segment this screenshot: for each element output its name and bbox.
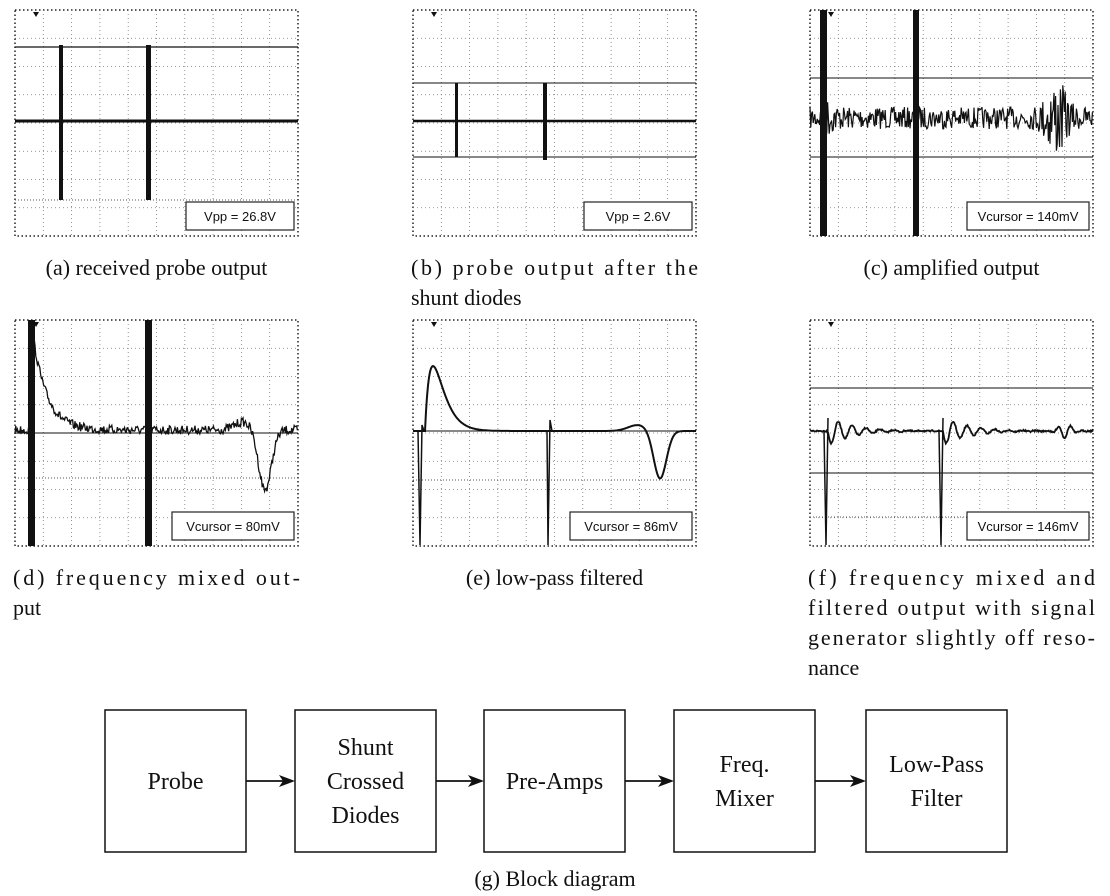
block-label: Probe — [148, 769, 204, 795]
caption: (f) frequency mixed and — [808, 565, 1095, 590]
block-label: Pre-Amps — [506, 769, 603, 795]
block-label: Freq. — [720, 752, 770, 778]
spike — [59, 45, 63, 200]
readout: Vpp = 2.6V — [606, 209, 671, 224]
caption: put — [13, 595, 41, 620]
block-label: Shunt — [337, 735, 393, 761]
caption: (e) low-pass filtered — [466, 565, 643, 590]
caption: (d) frequency mixed out- — [13, 565, 300, 590]
oscilloscope-screen: Vcursor = 140mV — [810, 10, 1093, 236]
caption: generator slightly off reso- — [808, 625, 1095, 650]
caption: filtered output with signal — [808, 595, 1095, 620]
caption: (b) probe output after the — [411, 255, 698, 280]
readout: Vcursor = 140mV — [978, 209, 1079, 224]
block-label: Mixer — [715, 786, 774, 812]
spike — [146, 45, 151, 200]
figure: Vpp = 26.8V (a) received probe output Vpp … — [0, 0, 1110, 896]
block-label: Filter — [911, 786, 963, 812]
block-diagram: Probe Shunt Crossed Diodes Pre-Amps Freq. Mixe… — [105, 710, 1007, 852]
oscilloscope-screen: Vpp = 2.6V — [413, 10, 696, 236]
block — [674, 710, 815, 852]
oscilloscope-screen: Vcursor = 86mV — [413, 320, 696, 546]
caption: (a) received probe output — [46, 255, 268, 280]
readout: Vcursor = 80mV — [186, 519, 280, 534]
caption: nance — [808, 655, 859, 680]
spike — [145, 320, 152, 546]
spike — [543, 83, 547, 160]
block — [866, 710, 1007, 852]
caption: (c) amplified output — [864, 255, 1040, 280]
block-label: Diodes — [332, 803, 400, 829]
caption: (g) Block diagram — [474, 866, 635, 891]
spike — [820, 10, 827, 236]
spike — [28, 320, 35, 546]
readout: Vcursor = 146mV — [978, 519, 1079, 534]
oscilloscope-screen: Vcursor = 146mV — [810, 320, 1093, 546]
spike — [455, 83, 458, 157]
readout: Vpp = 26.8V — [204, 209, 276, 224]
block-label: Crossed — [327, 769, 404, 795]
oscilloscope-screen: Vcursor = 80mV — [15, 320, 298, 546]
readout: Vcursor = 86mV — [584, 519, 678, 534]
caption: shunt diodes — [411, 285, 522, 310]
oscilloscope-screen: Vpp = 26.8V — [15, 10, 298, 236]
spike — [913, 10, 919, 236]
block-label: Low-Pass — [889, 752, 984, 778]
